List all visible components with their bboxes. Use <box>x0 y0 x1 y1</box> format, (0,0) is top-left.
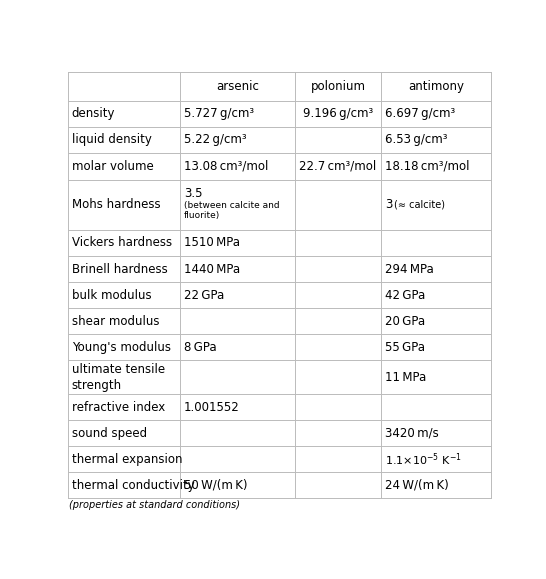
Text: 1440 MPa: 1440 MPa <box>184 262 240 276</box>
Text: ultimate tensile
strength: ultimate tensile strength <box>72 362 165 391</box>
Text: arsenic: arsenic <box>216 79 259 93</box>
Text: 5.727 g/cm³: 5.727 g/cm³ <box>184 107 254 120</box>
Text: 42 GPa: 42 GPa <box>385 288 425 302</box>
Text: Brinell hardness: Brinell hardness <box>72 262 168 276</box>
Text: 6.53 g/cm³: 6.53 g/cm³ <box>385 133 447 146</box>
Text: 3420 m/s: 3420 m/s <box>385 427 438 439</box>
Text: 22 GPa: 22 GPa <box>184 288 224 302</box>
Text: 55 GPa: 55 GPa <box>385 341 425 354</box>
Text: antimony: antimony <box>408 79 465 93</box>
Text: thermal expansion: thermal expansion <box>72 453 182 466</box>
Text: (properties at standard conditions): (properties at standard conditions) <box>69 500 240 510</box>
Text: thermal conductivity: thermal conductivity <box>72 479 194 492</box>
Text: (between calcite and
fluorite): (between calcite and fluorite) <box>184 201 280 220</box>
Text: 3: 3 <box>385 199 392 211</box>
Text: 20 GPa: 20 GPa <box>385 314 425 328</box>
Text: 24 W/(m K): 24 W/(m K) <box>385 479 448 492</box>
Text: 6.697 g/cm³: 6.697 g/cm³ <box>385 107 455 120</box>
Text: Vickers hardness: Vickers hardness <box>72 236 172 250</box>
Text: liquid density: liquid density <box>72 133 151 146</box>
Text: 8 GPa: 8 GPa <box>184 341 216 354</box>
Text: sound speed: sound speed <box>72 427 147 439</box>
Text: 11 MPa: 11 MPa <box>385 371 426 384</box>
Text: $1.1{\times}10^{-5}\ \mathrm{K}^{-1}$: $1.1{\times}10^{-5}\ \mathrm{K}^{-1}$ <box>385 451 461 467</box>
Text: 3.5: 3.5 <box>184 188 202 200</box>
Text: 13.08 cm³/mol: 13.08 cm³/mol <box>184 160 268 173</box>
Text: molar volume: molar volume <box>72 160 153 173</box>
Text: polonium: polonium <box>311 79 365 93</box>
Text: 1510 MPa: 1510 MPa <box>184 236 240 250</box>
Text: 50 W/(m K): 50 W/(m K) <box>184 479 247 492</box>
Text: bulk modulus: bulk modulus <box>72 288 151 302</box>
Text: refractive index: refractive index <box>72 401 165 413</box>
Text: shear modulus: shear modulus <box>72 314 159 328</box>
Text: 1.001552: 1.001552 <box>184 401 240 413</box>
Text: 9.196 g/cm³: 9.196 g/cm³ <box>303 107 373 120</box>
Text: 22.7 cm³/mol: 22.7 cm³/mol <box>299 160 377 173</box>
Text: 5.22 g/cm³: 5.22 g/cm³ <box>184 133 246 146</box>
Text: 18.18 cm³/mol: 18.18 cm³/mol <box>385 160 469 173</box>
Text: density: density <box>72 107 115 120</box>
Text: Young's modulus: Young's modulus <box>72 341 171 354</box>
Text: (≈ calcite): (≈ calcite) <box>394 200 445 210</box>
Text: Mohs hardness: Mohs hardness <box>72 199 161 211</box>
Text: 294 MPa: 294 MPa <box>385 262 434 276</box>
